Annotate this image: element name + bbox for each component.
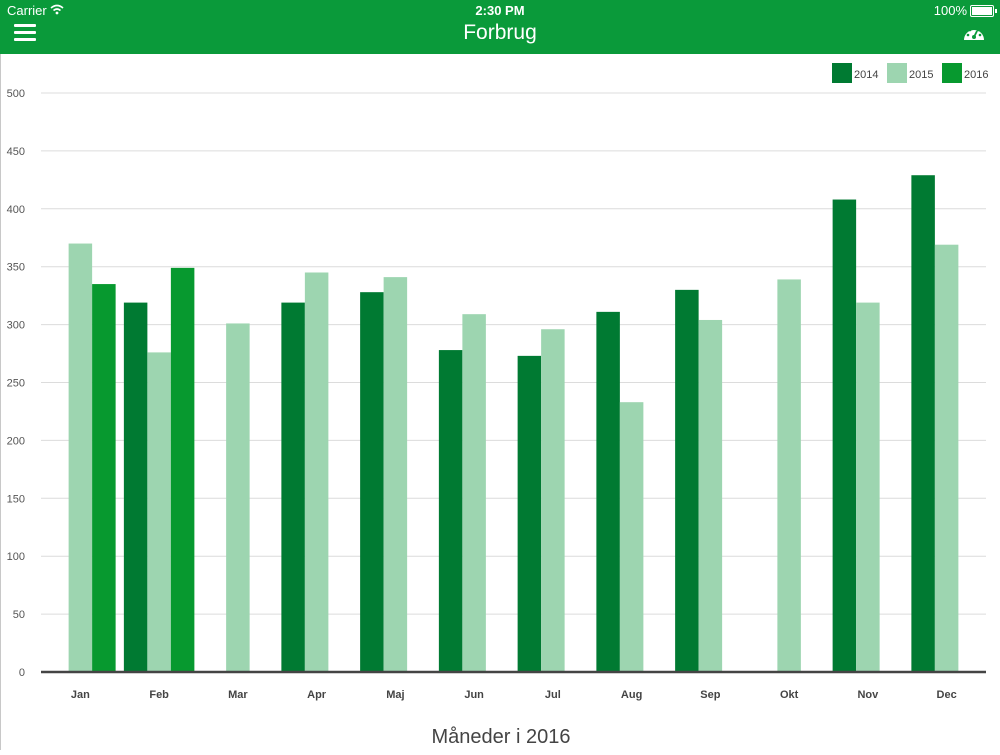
wifi-icon	[50, 4, 64, 15]
legend-swatch-2016	[942, 63, 962, 83]
y-tick-label: 500	[7, 88, 25, 100]
legend-label-2014: 2014	[854, 69, 878, 81]
gauge-icon[interactable]	[962, 22, 986, 44]
bar-2015-aug[interactable]	[619, 402, 644, 672]
menu-icon[interactable]	[14, 24, 36, 44]
bar-chart: 0 50 100 150 200 250 300 350 400 450 500 Jan Feb Mar…	[7, 63, 988, 748]
y-tick-label: 150	[7, 493, 25, 505]
carrier-label: Carrier	[7, 3, 47, 18]
bar-2016-jan[interactable]	[92, 284, 116, 672]
bar-2014-maj[interactable]	[360, 292, 384, 672]
legend-label-2015: 2015	[909, 69, 933, 81]
bar-2014-feb[interactable]	[123, 302, 148, 672]
x-axis-labels: Jan Feb Mar Apr Maj Jun Jul Aug Sep Okt Nov Dec	[71, 689, 957, 701]
bar-2015-mar[interactable]	[226, 323, 250, 672]
y-tick-label: 400	[7, 204, 25, 216]
y-tick-label: 300	[7, 320, 25, 332]
x-tick-label: Sep	[700, 689, 720, 701]
bar-2014-apr[interactable]	[281, 302, 305, 672]
x-tick-label: Jul	[545, 689, 561, 701]
legend-swatch-2015	[887, 63, 907, 83]
status-bar: Carrier 2:30 PM 100%	[0, 0, 1000, 20]
bar-2014-sep[interactable]	[675, 289, 699, 672]
y-tick-label: 0	[19, 667, 25, 679]
y-axis-labels: 0 50 100 150 200 250 300 350 400 450 500	[7, 88, 25, 679]
legend-swatch-2014	[832, 63, 852, 83]
bar-2015-jul[interactable]	[541, 329, 565, 672]
bar-2015-apr[interactable]	[304, 272, 329, 672]
y-tick-label: 450	[7, 146, 25, 158]
y-tick-label: 50	[13, 609, 25, 621]
x-tick-label: Jan	[71, 689, 90, 701]
bar-2014-aug[interactable]	[596, 311, 620, 672]
bar-2016-feb[interactable]	[170, 267, 195, 672]
battery-percent: 100%	[933, 3, 967, 18]
y-tick-label: 350	[7, 262, 25, 274]
legend-label-2016: 2016	[964, 69, 988, 81]
status-time: 2:30 PM	[475, 3, 525, 18]
x-tick-label: Feb	[149, 689, 169, 701]
bars	[68, 175, 959, 673]
bar-2015-maj[interactable]	[383, 277, 408, 672]
y-tick-label: 200	[7, 435, 25, 447]
grid-lines	[41, 92, 986, 615]
page-title: Forbrug	[463, 21, 537, 44]
x-tick-label: Mar	[228, 689, 248, 701]
x-axis-title: Måneder i 2016	[432, 726, 571, 748]
x-tick-label: Jun	[464, 689, 484, 701]
x-tick-label: Okt	[780, 689, 799, 701]
bar-2015-jun[interactable]	[462, 314, 486, 672]
y-tick-label: 100	[7, 551, 25, 563]
bar-2014-nov[interactable]	[832, 199, 857, 672]
bar-2015-jan[interactable]	[68, 243, 93, 673]
app-header: Carrier 2:30 PM 100% Forbrug	[0, 0, 1000, 54]
x-tick-label: Nov	[857, 689, 879, 701]
bar-2014-dec[interactable]	[911, 175, 935, 672]
navigation-bar: Forbrug	[0, 20, 1000, 54]
bar-2015-sep[interactable]	[698, 319, 723, 672]
consumption-chart: 0 50 100 150 200 250 300 350 400 450 500 Jan Feb Mar…	[0, 54, 1000, 750]
bar-2015-nov[interactable]	[856, 302, 880, 672]
x-tick-label: Maj	[386, 689, 404, 701]
x-tick-label: Apr	[307, 689, 327, 701]
y-tick-label: 250	[7, 378, 25, 390]
bar-2015-okt[interactable]	[777, 279, 801, 672]
x-tick-label: Dec	[937, 689, 957, 701]
x-tick-label: Aug	[621, 689, 642, 701]
bar-2014-jul[interactable]	[517, 355, 542, 672]
bar-2015-feb[interactable]	[147, 352, 171, 672]
legend: 2014 2015 2016	[832, 63, 988, 83]
battery-icon	[970, 5, 997, 17]
bar-2015-dec[interactable]	[934, 244, 959, 672]
bar-2014-jun[interactable]	[438, 350, 463, 672]
